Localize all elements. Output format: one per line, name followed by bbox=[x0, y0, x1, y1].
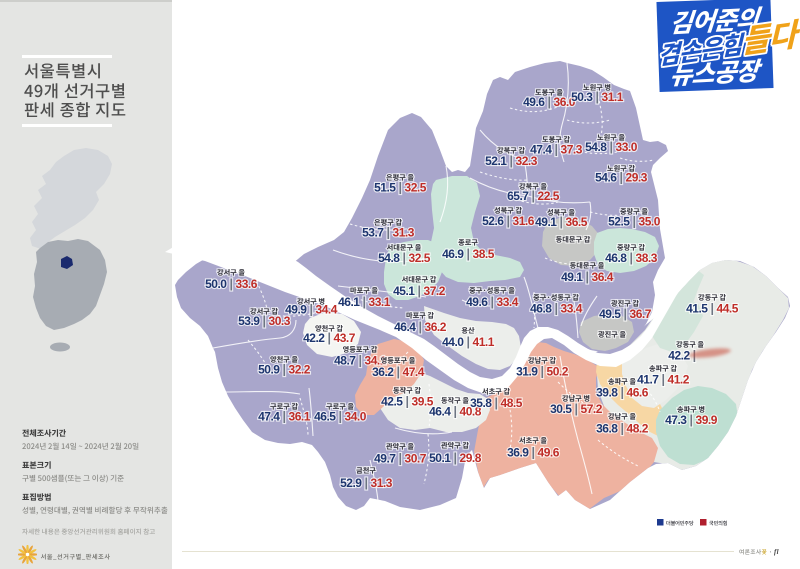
svg-text:44.0 | 41.1: 44.0 | 41.1 bbox=[442, 335, 495, 349]
svg-text:강동구 갑: 강동구 갑 bbox=[698, 293, 726, 303]
svg-text:36.9 | 49.6: 36.9 | 49.6 bbox=[507, 446, 560, 460]
svg-text:46.5 | 34.0: 46.5 | 34.0 bbox=[314, 410, 367, 424]
svg-text:53.7 | 31.3: 53.7 | 31.3 bbox=[362, 226, 415, 240]
svg-text:46.9 | 38.5: 46.9 | 38.5 bbox=[442, 247, 495, 261]
svg-text:45.1 | 37.2: 45.1 | 37.2 bbox=[393, 284, 446, 298]
svg-text:송파구 병: 송파구 병 bbox=[677, 405, 705, 415]
svg-text:강서구 병: 강서구 병 bbox=[297, 297, 325, 307]
svg-text:35.8 | 48.5: 35.8 | 48.5 bbox=[470, 396, 523, 410]
svg-text:도봉구 을: 도봉구 을 bbox=[535, 88, 563, 98]
svg-text:46.4 | 40.8: 46.4 | 40.8 bbox=[429, 405, 482, 419]
svg-text:50.0 | 33.6: 50.0 | 33.6 bbox=[205, 277, 258, 291]
svg-text:영등포구 을: 영등포구 을 bbox=[381, 356, 416, 366]
svg-text:관악구 을: 관악구 을 bbox=[386, 442, 414, 452]
svg-text:구로구 을: 구로구 을 bbox=[326, 402, 354, 412]
svg-text:52.1 | 32.3: 52.1 | 32.3 bbox=[485, 154, 538, 168]
svg-text:49.1 | 36.5: 49.1 | 36.5 bbox=[535, 215, 588, 229]
svg-text:성북구 갑: 성북구 갑 bbox=[494, 206, 522, 216]
svg-text:동작구 갑: 동작구 갑 bbox=[393, 386, 421, 396]
svg-text:강남구 갑: 강남구 갑 bbox=[528, 356, 556, 366]
svg-text:39.8 | 46.6: 39.8 | 46.6 bbox=[596, 386, 649, 400]
svg-text:강서구 을: 강서구 을 bbox=[217, 268, 245, 278]
svg-text:중랑구 을: 중랑구 을 bbox=[620, 207, 648, 217]
svg-text:금천구: 금천구 bbox=[356, 466, 376, 476]
svg-text:46.8 | 38.3: 46.8 | 38.3 bbox=[605, 251, 658, 265]
svg-text:동대문구 갑: 동대문구 갑 bbox=[556, 235, 591, 245]
svg-text:52.5 | 35.0: 52.5 | 35.0 bbox=[608, 215, 661, 229]
svg-text:52.9 | 31.3: 52.9 | 31.3 bbox=[340, 476, 393, 490]
svg-text:동대문구 을: 동대문구 을 bbox=[570, 261, 605, 271]
svg-text:중구·성동구 을: 중구·성동구 을 bbox=[469, 286, 515, 296]
svg-text:51.5 | 32.5: 51.5 | 32.5 bbox=[374, 181, 427, 195]
svg-text:국민의힘: 국민의힘 bbox=[709, 520, 728, 527]
svg-text:49.9 | 34.4: 49.9 | 34.4 bbox=[285, 303, 338, 317]
svg-text:광진구 갑: 광진구 갑 bbox=[611, 299, 639, 309]
svg-text:52.6 | 31.6: 52.6 | 31.6 bbox=[482, 214, 535, 228]
svg-text:49.6 | 33.4: 49.6 | 33.4 bbox=[466, 295, 519, 309]
svg-text:31.9 | 50.2: 31.9 | 50.2 bbox=[516, 365, 569, 379]
svg-text:49.5 | 36.7: 49.5 | 36.7 bbox=[599, 307, 652, 321]
svg-text:54.8 | 32.5: 54.8 | 32.5 bbox=[378, 251, 431, 265]
svg-text:46.4 | 36.2: 46.4 | 36.2 bbox=[394, 320, 447, 334]
svg-text:42.2 | 43.7: 42.2 | 43.7 bbox=[303, 331, 356, 345]
svg-text:강남구 병: 강남구 병 bbox=[562, 394, 590, 404]
svg-text:49.1 | 36.4: 49.1 | 36.4 bbox=[561, 270, 614, 284]
svg-text:강북구 을: 강북구 을 bbox=[519, 182, 547, 192]
svg-text:노원구 병: 노원구 병 bbox=[583, 83, 611, 93]
svg-text:광진구 을: 광진구 을 bbox=[598, 330, 626, 340]
svg-text:50.9 | 32.2: 50.9 | 32.2 bbox=[258, 363, 311, 377]
svg-text:서초구 갑: 서초구 갑 bbox=[482, 387, 510, 397]
svg-text:영등포구 갑: 영등포구 갑 bbox=[343, 345, 378, 355]
svg-text:마포구 을: 마포구 을 bbox=[350, 286, 378, 296]
svg-text:종로구: 종로구 bbox=[458, 238, 478, 248]
svg-text:서대문구 을: 서대문구 을 bbox=[387, 243, 422, 253]
svg-text:49.7 | 30.7: 49.7 | 30.7 bbox=[374, 452, 427, 466]
svg-text:도봉구 갑: 도봉구 갑 bbox=[542, 135, 570, 145]
svg-text:41.7 | 41.2: 41.7 | 41.2 bbox=[637, 373, 690, 387]
svg-text:54.6 | 29.3: 54.6 | 29.3 bbox=[595, 171, 648, 185]
svg-text:53.9 | 30.3: 53.9 | 30.3 bbox=[238, 314, 291, 328]
svg-text:46.1 | 33.1: 46.1 | 33.1 bbox=[338, 295, 391, 309]
svg-text:관악구 갑: 관악구 갑 bbox=[441, 441, 469, 451]
svg-text:양천구 을: 양천구 을 bbox=[270, 355, 298, 365]
svg-text:노원구 을: 노원구 을 bbox=[597, 133, 625, 143]
svg-text:서대문구 갑: 서대문구 갑 bbox=[402, 275, 437, 285]
svg-text:중랑구 갑: 중랑구 갑 bbox=[617, 243, 645, 253]
svg-text:36.2 | 47.4: 36.2 | 47.4 bbox=[372, 365, 425, 379]
svg-text:47.4 | 36.1: 47.4 | 36.1 bbox=[258, 410, 311, 424]
svg-text:49.6 | 36.0: 49.6 | 36.0 bbox=[523, 95, 576, 109]
svg-text:강동구 을: 강동구 을 bbox=[676, 340, 704, 350]
svg-text:양천구 갑: 양천구 갑 bbox=[315, 324, 343, 334]
svg-text:46.8 | 33.4: 46.8 | 33.4 bbox=[530, 302, 583, 316]
svg-text:더불어민주당: 더불어민주당 bbox=[666, 520, 694, 527]
svg-text:은평구 갑: 은평구 갑 bbox=[374, 218, 402, 228]
svg-text:노원구 갑: 노원구 갑 bbox=[607, 164, 635, 174]
svg-text:용산: 용산 bbox=[461, 326, 475, 336]
svg-text:동작구 을: 동작구 을 bbox=[441, 396, 469, 406]
svg-text:47.4 | 37.3: 47.4 | 37.3 bbox=[530, 143, 583, 157]
svg-text:강서구 갑: 강서구 갑 bbox=[250, 307, 278, 317]
svg-text:강북구 갑: 강북구 갑 bbox=[497, 146, 525, 156]
svg-text:47.3 | 39.9: 47.3 | 39.9 bbox=[665, 413, 718, 427]
svg-text:중구·성동구 갑: 중구·성동구 갑 bbox=[533, 293, 579, 303]
svg-text:36.8 | 48.2: 36.8 | 48.2 bbox=[596, 422, 649, 436]
svg-text:송파구 을: 송파구 을 bbox=[608, 377, 636, 387]
svg-text:48.7 | 34.1: 48.7 | 34.1 bbox=[334, 354, 387, 368]
svg-text:구로구 갑: 구로구 갑 bbox=[270, 402, 298, 412]
svg-text:강남구 을: 강남구 을 bbox=[608, 412, 636, 422]
svg-text:은평구 을: 은평구 을 bbox=[386, 173, 414, 183]
svg-text:50.1 | 29.8: 50.1 | 29.8 bbox=[429, 451, 482, 465]
svg-text:65.7 | 22.5: 65.7 | 22.5 bbox=[507, 189, 560, 203]
svg-text:여론조사꽃 · fl: 여론조사꽃 · fl bbox=[739, 547, 779, 556]
svg-text:41.5 | 44.5: 41.5 | 44.5 bbox=[686, 302, 739, 316]
svg-text:30.5 | 57.2: 30.5 | 57.2 bbox=[550, 402, 603, 416]
svg-text:성북구 을: 성북구 을 bbox=[547, 208, 575, 218]
svg-text:송파구 갑: 송파구 갑 bbox=[649, 364, 677, 374]
svg-text:서초구 을: 서초구 을 bbox=[519, 436, 547, 446]
svg-text:42.5 | 39.5: 42.5 | 39.5 bbox=[381, 395, 434, 409]
svg-text:마포구 갑: 마포구 갑 bbox=[406, 311, 434, 321]
svg-text:50.3 | 31.1: 50.3 | 31.1 bbox=[571, 90, 624, 104]
svg-text:54.8 | 33.0: 54.8 | 33.0 bbox=[585, 140, 638, 154]
